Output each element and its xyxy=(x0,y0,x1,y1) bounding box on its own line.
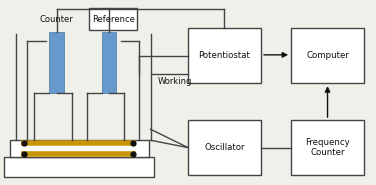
Bar xyxy=(5,157,154,177)
Text: Counter: Counter xyxy=(39,15,73,23)
Text: Potentiostat: Potentiostat xyxy=(199,51,250,60)
Bar xyxy=(188,28,261,83)
Bar xyxy=(102,32,116,92)
Bar xyxy=(291,120,364,175)
Text: Reference: Reference xyxy=(92,15,135,23)
Bar xyxy=(188,120,261,175)
Text: Computer: Computer xyxy=(306,51,349,60)
Text: Oscillator: Oscillator xyxy=(204,143,245,152)
Text: Frequency
Counter: Frequency Counter xyxy=(305,138,350,157)
Bar xyxy=(10,140,149,157)
Bar xyxy=(49,32,64,92)
Bar xyxy=(89,8,137,30)
Text: Working: Working xyxy=(158,77,193,86)
Bar xyxy=(291,28,364,83)
